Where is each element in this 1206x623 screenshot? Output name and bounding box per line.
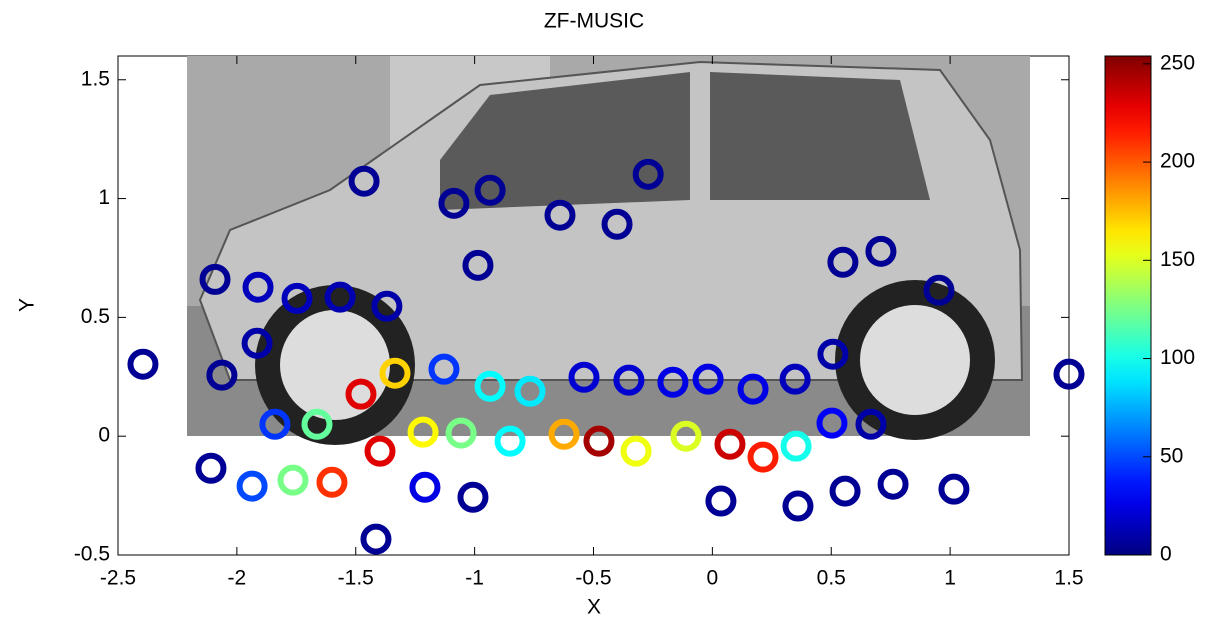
colorbar-tick-label: 250 bbox=[1160, 51, 1195, 74]
y-tick-label: -0.5 bbox=[74, 543, 110, 566]
y-tick-label: 1.5 bbox=[81, 67, 110, 90]
colorbar bbox=[1104, 55, 1152, 556]
point bbox=[494, 425, 526, 457]
point bbox=[747, 441, 779, 473]
point bbox=[829, 475, 861, 507]
point bbox=[816, 407, 848, 439]
y-tick-label: 1 bbox=[98, 186, 110, 209]
point bbox=[714, 428, 746, 460]
point bbox=[779, 363, 811, 395]
chart-title: ZF-MUSIC bbox=[544, 10, 644, 33]
x-tick-label: -0.5 bbox=[575, 567, 611, 590]
x-tick-label: -1.5 bbox=[338, 567, 374, 590]
point bbox=[780, 430, 812, 462]
y-axis-label: Y bbox=[16, 298, 39, 312]
point bbox=[360, 523, 392, 555]
car-photo bbox=[187, 56, 1030, 445]
point bbox=[316, 466, 348, 498]
point bbox=[407, 416, 439, 448]
point bbox=[345, 378, 377, 410]
point bbox=[242, 271, 274, 303]
x-tick-label: 0 bbox=[707, 567, 719, 590]
point bbox=[457, 481, 489, 513]
x-tick-label: -2.5 bbox=[100, 567, 136, 590]
point bbox=[817, 338, 849, 370]
point bbox=[632, 158, 664, 190]
point bbox=[923, 274, 955, 306]
point bbox=[371, 290, 403, 322]
x-tick-label: 1 bbox=[944, 567, 956, 590]
point bbox=[195, 452, 227, 484]
point bbox=[281, 282, 313, 314]
point bbox=[782, 490, 814, 522]
point bbox=[277, 464, 309, 496]
colorbar-tick-label: 100 bbox=[1160, 346, 1195, 369]
point bbox=[474, 174, 506, 206]
point bbox=[364, 435, 396, 467]
point bbox=[1053, 358, 1085, 390]
point bbox=[445, 417, 477, 449]
point bbox=[855, 408, 887, 440]
point bbox=[241, 327, 273, 359]
point bbox=[206, 359, 238, 391]
point bbox=[568, 361, 600, 393]
point bbox=[409, 471, 441, 503]
x-tick-label: 0.5 bbox=[817, 567, 846, 590]
point bbox=[348, 165, 380, 197]
x-axis-label: X bbox=[587, 596, 601, 619]
point bbox=[670, 420, 702, 452]
y-tick-label: 0.5 bbox=[81, 305, 110, 328]
point bbox=[301, 408, 333, 440]
point bbox=[620, 435, 652, 467]
point bbox=[514, 375, 546, 407]
point bbox=[877, 468, 909, 500]
point bbox=[324, 281, 356, 313]
colorbar-tick-label: 150 bbox=[1160, 248, 1195, 271]
point bbox=[705, 485, 737, 517]
point bbox=[127, 348, 159, 380]
point bbox=[827, 246, 859, 278]
point bbox=[737, 373, 769, 405]
point bbox=[583, 425, 615, 457]
x-tick-label: 1.5 bbox=[1054, 567, 1083, 590]
y-tick-label: 0 bbox=[98, 424, 110, 447]
point bbox=[236, 470, 268, 502]
colorbar-tick-label: 0 bbox=[1160, 543, 1172, 566]
point bbox=[462, 249, 494, 281]
colorbar-tick-label: 50 bbox=[1160, 444, 1183, 467]
point bbox=[548, 418, 580, 450]
point bbox=[474, 370, 506, 402]
point bbox=[428, 353, 460, 385]
colorbar-tick-label: 200 bbox=[1160, 150, 1195, 173]
point bbox=[657, 366, 689, 398]
point bbox=[938, 473, 970, 505]
point bbox=[199, 263, 231, 295]
point bbox=[379, 357, 411, 389]
point bbox=[865, 235, 897, 267]
point bbox=[544, 199, 576, 231]
point bbox=[259, 408, 291, 440]
point bbox=[438, 187, 470, 219]
x-tick-label: -2 bbox=[228, 567, 247, 590]
point bbox=[601, 208, 633, 240]
x-tick-label: -1 bbox=[465, 567, 484, 590]
point bbox=[692, 363, 724, 395]
point bbox=[613, 364, 645, 396]
